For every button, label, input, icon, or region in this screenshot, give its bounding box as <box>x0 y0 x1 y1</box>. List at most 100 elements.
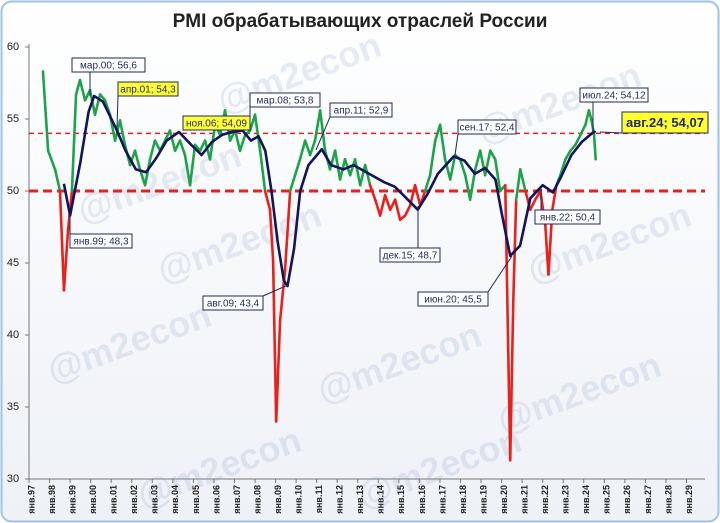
annotation-label: ноя.06; 54,09 <box>186 119 247 130</box>
pmi-line-segment <box>373 198 382 217</box>
trend-line <box>62 94 597 288</box>
y-tick-label: 45 <box>7 257 19 269</box>
pmi-line-segment <box>529 198 537 212</box>
x-tick-label: янв.04 <box>170 485 180 514</box>
x-tick-label: янв.23 <box>561 485 571 514</box>
x-tick-label: янв.25 <box>602 485 612 514</box>
pmi-line-segment <box>333 149 342 181</box>
x-tick-label: янв.03 <box>150 485 160 514</box>
pmi-line-segment <box>478 149 487 177</box>
annotation-arrow <box>454 133 459 156</box>
pmi-line-segment <box>564 149 572 161</box>
x-tick-label: янв.28 <box>663 485 673 514</box>
pmi-line-segment <box>518 168 527 193</box>
pmi-line-segment <box>148 139 157 161</box>
pmi-line-segment <box>253 113 262 152</box>
pmi-line-segment <box>438 123 447 161</box>
x-tick-label: янв.08 <box>252 485 262 514</box>
pmi-line-segment <box>298 139 307 161</box>
x-tick-label: янв.26 <box>622 485 632 514</box>
pmi-line-segment <box>587 109 593 122</box>
pmi-line-segment <box>288 173 297 193</box>
pmi-line-segment <box>488 149 497 161</box>
pmi-line-segment <box>313 109 322 142</box>
pmi-line-segment <box>62 228 70 292</box>
pmi-line-segment <box>559 158 567 177</box>
annotation-label: авг.09; 43,4 <box>207 299 260 310</box>
annotation-label: апр.11; 52,9 <box>334 106 389 117</box>
pmi-line-segment <box>303 139 312 157</box>
x-tick-label: янв.01 <box>109 485 119 514</box>
annotation-label: апр.01; 54,3 <box>120 85 176 96</box>
pmi-line-segment <box>178 139 187 157</box>
x-tick-label: янв.97 <box>26 485 36 514</box>
pmi-line-segment <box>514 168 522 201</box>
pmi-line-segment <box>293 158 302 177</box>
pmi-line-segment <box>274 319 282 423</box>
annotation-arrow <box>315 116 331 151</box>
annotation-box <box>417 291 489 307</box>
pmi-line-segment <box>473 149 482 171</box>
pmi-line-segment <box>443 158 452 181</box>
pmi-line-segment <box>58 189 66 292</box>
x-tick-label: янв.13 <box>355 485 365 514</box>
pmi-line-segment <box>458 158 467 177</box>
pmi-line-segment <box>238 133 247 152</box>
pmi-line-segment <box>423 173 432 193</box>
pmi-line-segment <box>353 158 362 187</box>
y-tick-label: 30 <box>7 473 19 485</box>
pmi-line-segment <box>368 183 377 201</box>
pmi-line-segment <box>53 168 62 193</box>
annotation-box <box>117 81 179 97</box>
x-tick-label: янв.12 <box>335 485 345 514</box>
annotation-label: июн.20; 45,5 <box>424 295 482 306</box>
y-tick-label: 50 <box>7 185 19 197</box>
x-tick-label: янв.14 <box>376 485 386 514</box>
pmi-line-segment <box>448 153 457 181</box>
x-tick-label: янв.29 <box>684 485 694 514</box>
annotation-label: авг.24; 54,07 <box>626 115 704 130</box>
pmi-line-segment <box>493 158 502 193</box>
y-tick-label: 35 <box>7 401 19 413</box>
annotation-box <box>534 209 601 225</box>
x-tick-label: янв.10 <box>293 485 303 514</box>
pmi-line-segment <box>308 139 317 157</box>
annotation-box <box>457 119 517 135</box>
annotation-label: мар.00; 56,6 <box>80 61 137 72</box>
x-tick-label: янв.24 <box>581 485 591 514</box>
annotation-label: июл.24; 54,12 <box>582 91 646 102</box>
pmi-line-segment <box>463 173 472 201</box>
x-tick-label: янв.21 <box>520 485 530 514</box>
pmi-line-segment <box>508 299 515 462</box>
pmi-line-segment <box>428 139 437 177</box>
pmi-line-segment <box>271 258 278 423</box>
pmi-line-segment <box>592 133 597 161</box>
pmi-line-segment <box>41 70 50 152</box>
pmi-line-segment <box>173 139 182 152</box>
x-tick-label: янв.19 <box>478 485 488 514</box>
pmi-line-segment <box>358 163 367 187</box>
pmi-line-segment <box>153 139 162 152</box>
pmi-line-segment <box>378 194 387 217</box>
pmi-line-segment <box>579 123 587 137</box>
pmi-line-segment <box>78 78 87 102</box>
annotation-arrow <box>487 255 513 293</box>
x-tick-label: янв.06 <box>211 485 221 514</box>
pmi-line-segment <box>348 158 357 177</box>
x-tick-label: янв.99 <box>67 485 77 514</box>
chart-title: PMI обрабатывающих отраслей России <box>173 11 548 32</box>
x-tick-label: янв.11 <box>314 485 324 513</box>
x-tick-label: янв.00 <box>88 485 98 514</box>
pmi-line-segment <box>233 129 242 152</box>
x-tick-label: янв.18 <box>458 485 468 514</box>
x-tick-label: янв.02 <box>129 485 139 514</box>
annotation-box <box>379 247 441 263</box>
annotation-label: дек.15; 48,7 <box>383 251 438 262</box>
pmi-line-segment <box>188 143 197 187</box>
x-tick-label: янв.05 <box>191 485 201 514</box>
x-tick-label: янв.98 <box>47 485 57 514</box>
pmi-line-segment <box>283 189 292 272</box>
pmi-line-segment <box>70 93 78 193</box>
